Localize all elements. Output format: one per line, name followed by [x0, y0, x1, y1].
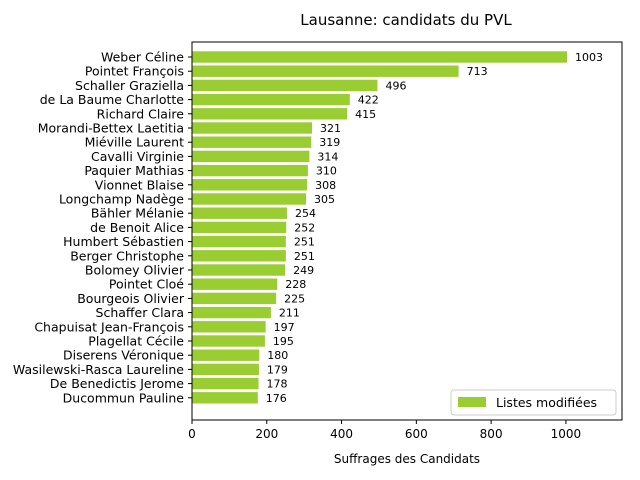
category-label: Wasilewski-Rasca Laureline [13, 362, 184, 377]
bar [192, 164, 308, 177]
category-label: Berger Christophe [70, 248, 184, 263]
category-label: De Benedictis Jerome [50, 376, 184, 391]
value-label: 314 [317, 150, 338, 163]
bar [192, 93, 350, 106]
bar [192, 363, 259, 376]
bar [192, 136, 312, 148]
category-label: Schaller Graziella [75, 78, 184, 93]
x-axis-label: Suffrages des Candidats [334, 452, 480, 466]
x-axis: 0 200 400 600 800 1000 [188, 420, 581, 441]
category-label: de Benoit Alice [90, 220, 184, 235]
value-label: 178 [267, 378, 288, 391]
category-label: Plagellat Cécile [88, 334, 184, 349]
bar [192, 150, 310, 163]
value-label: 713 [467, 65, 488, 78]
bar [192, 250, 286, 262]
bar [192, 377, 259, 390]
bar [192, 65, 459, 77]
value-label: 228 [285, 278, 306, 291]
category-label: Paquier Mathias [84, 163, 184, 178]
bar [192, 264, 286, 276]
bar [192, 193, 307, 205]
value-label: 197 [274, 321, 295, 334]
bar [192, 278, 278, 290]
bar [192, 349, 260, 361]
bar [192, 321, 266, 333]
x-tick-label: 400 [330, 427, 353, 441]
value-label: 254 [295, 207, 316, 220]
value-label: 179 [267, 363, 288, 376]
category-label: Humbert Sébastien [63, 234, 184, 249]
category-label: Bolomey Olivier [85, 263, 185, 278]
x-tick-label: 1000 [551, 427, 582, 441]
value-label: 308 [315, 179, 336, 192]
value-label: 249 [293, 264, 314, 277]
chart-title: Lausanne: candidats du PVL [300, 11, 512, 29]
legend-swatch [458, 397, 486, 407]
value-label: 251 [294, 236, 315, 249]
value-label: 310 [316, 165, 337, 178]
legend: Listes modifiées [450, 389, 617, 416]
value-label: 225 [284, 292, 305, 305]
bar [192, 221, 287, 234]
value-label: 496 [385, 79, 406, 92]
bar [192, 108, 348, 120]
x-tick-label: 0 [188, 427, 196, 441]
x-tick-label: 600 [405, 427, 428, 441]
category-label: Pointet Cloé [109, 277, 184, 292]
value-label: 211 [279, 307, 300, 320]
category-label: Schaffer Clara [96, 305, 184, 320]
value-label: 252 [294, 221, 315, 234]
plot-frame [191, 41, 623, 421]
bar [192, 51, 568, 63]
bar [192, 235, 286, 248]
legend-box [450, 389, 617, 416]
category-label: Ducommun Pauline [63, 390, 185, 405]
bar [192, 392, 258, 404]
category-label: Bähler Mélanie [91, 206, 184, 221]
value-label: 319 [319, 136, 340, 149]
value-label: 176 [266, 392, 287, 405]
bar [192, 207, 287, 219]
category-label: Pointet François [85, 64, 184, 79]
bar [192, 292, 277, 305]
bar [192, 179, 308, 191]
bar [192, 335, 265, 347]
bar [192, 122, 313, 134]
category-label: de La Baume Charlotte [40, 92, 185, 107]
value-label: 251 [294, 250, 315, 263]
value-label: 1003 [575, 51, 603, 64]
value-label: 415 [355, 108, 376, 121]
value-label: 422 [358, 94, 379, 107]
bars-layer [192, 51, 568, 404]
value-label: 305 [314, 193, 335, 206]
category-label: Richard Claire [97, 106, 185, 121]
category-label: Diserens Véronique [63, 348, 184, 363]
bar [192, 306, 271, 319]
value-label: 180 [267, 349, 288, 362]
category-label: Weber Céline [101, 50, 184, 65]
category-label: Longchamp Nadège [59, 192, 184, 207]
category-label: Morandi-Bettex Laetitia [38, 121, 184, 136]
category-label: Miéville Laurent [85, 135, 184, 150]
x-tick-label: 800 [480, 427, 503, 441]
x-tick-label: 200 [255, 427, 278, 441]
bar [192, 79, 378, 92]
value-label: 321 [320, 122, 341, 135]
category-label: Chapuisat Jean-François [34, 319, 184, 334]
value-label: 195 [273, 335, 294, 348]
category-label: Cavalli Virginie [91, 149, 184, 164]
category-label: Bourgeois Olivier [77, 291, 185, 306]
category-label: Vionnet Blaise [95, 177, 185, 192]
legend-label: Listes modifiées [496, 395, 597, 410]
